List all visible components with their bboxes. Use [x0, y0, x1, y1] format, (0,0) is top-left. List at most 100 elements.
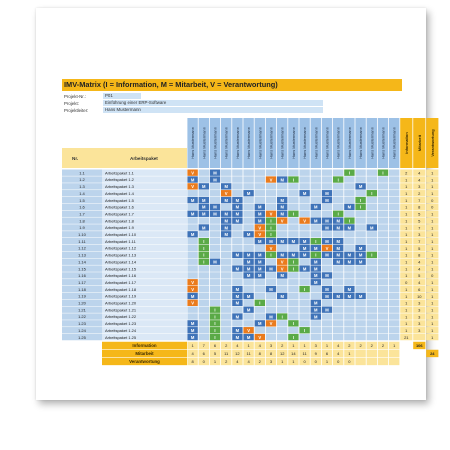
matrix-cell [299, 169, 310, 176]
matrix-cell [299, 306, 310, 313]
footer-value: 3 [315, 343, 318, 348]
matrix-cell-value: M [292, 239, 296, 244]
matrix-cell-value: M [236, 314, 240, 319]
matrix-cell [377, 313, 389, 320]
matrix-cell [288, 265, 299, 272]
matrix-cell [265, 320, 277, 327]
matrix-cell [232, 292, 243, 300]
matrix-cell [344, 285, 355, 293]
matrix-cell [321, 238, 333, 245]
matrix-cell-value: M [348, 294, 352, 299]
matrix-cell [221, 203, 232, 211]
summary-value: 1 [405, 253, 408, 258]
matrix-cell [265, 190, 277, 197]
total-mitarbeit: 24 [430, 351, 435, 356]
matrix-cell [243, 299, 254, 306]
matrix-cell [299, 244, 310, 252]
matrix-cell-value: I [203, 253, 204, 258]
summary-cell [426, 169, 439, 176]
row-package-name: Arbeitspaket 1.18 [105, 287, 137, 292]
summary-cell [413, 217, 426, 224]
matrix-cell [254, 251, 265, 259]
matrix-cell [299, 272, 310, 279]
matrix-cell [187, 258, 198, 265]
matrix-cell-value: M [191, 335, 195, 340]
matrix-cell-value: M [280, 212, 284, 217]
matrix-cell-value: M [191, 198, 195, 203]
row-package-name: Arbeitspaket 1.15 [105, 266, 137, 271]
row-package-name: Arbeitspaket 1.2 [105, 177, 135, 182]
summary-cell [400, 258, 413, 265]
summary-value: 7 [418, 239, 421, 244]
matrix-cell [254, 265, 265, 272]
matrix-cell-value: I [338, 212, 339, 217]
matrix-cell [187, 306, 198, 313]
summary-value: 1 [405, 266, 408, 271]
summary-value: 1 [405, 239, 408, 244]
matrix-cell-value: V [191, 301, 194, 306]
summary-value: 4 [418, 177, 421, 182]
matrix-cell [389, 299, 400, 306]
matrix-cell [310, 258, 321, 265]
matrix-cell [299, 320, 310, 327]
footer-value: 1 [292, 359, 295, 364]
matrix-cell [198, 183, 209, 190]
footer-cell [265, 341, 277, 350]
matrix-cell [344, 299, 355, 306]
summary-value: 5 [418, 218, 421, 223]
row-nr-bg [62, 244, 102, 252]
matrix-cell [389, 292, 400, 300]
summary-cell [426, 313, 439, 320]
row-nr-bg [62, 258, 102, 265]
footer-value: 0 [303, 359, 306, 364]
matrix-cell [221, 258, 232, 265]
person-name-header: Hans Mustermann [336, 127, 341, 159]
footer-cell [254, 357, 265, 366]
summary-value: 5 [418, 246, 421, 251]
footer-cell [209, 341, 221, 350]
summary-value: 8 [418, 205, 421, 210]
matrix-cell-value: M [325, 287, 329, 292]
matrix-cell [187, 183, 198, 190]
person-header-bg [254, 118, 265, 168]
matrix-cell [355, 272, 366, 279]
summary-value: 1 [431, 218, 434, 223]
row-nr: 1.4 [79, 191, 85, 196]
footer-cell [366, 349, 377, 358]
row-nr-bg [62, 285, 102, 293]
matrix-cell [209, 190, 221, 197]
matrix-cell-value: M [303, 246, 307, 251]
matrix-cell-value: M [247, 253, 251, 258]
matrix-cell [243, 285, 254, 293]
person-name-header: Hans Mustermann [235, 127, 240, 159]
matrix-cell-value: M [236, 287, 240, 292]
summary-value: 3 [418, 307, 421, 312]
matrix-cell [310, 333, 321, 341]
matrix-cell [209, 292, 221, 300]
row-package-name: Arbeitspaket 1.20 [105, 301, 137, 306]
matrix-cell [277, 279, 288, 286]
matrix-cell [288, 231, 299, 238]
matrix-cell-value: I [214, 328, 215, 333]
matrix-cell-value: M [314, 307, 318, 312]
matrix-cell [265, 231, 277, 238]
matrix-cell [265, 251, 277, 259]
matrix-cell [198, 265, 209, 272]
total-info-bg [413, 341, 426, 350]
matrix-cell [232, 265, 243, 272]
matrix-cell [221, 217, 232, 224]
matrix-cell [344, 320, 355, 327]
summary-cell [413, 251, 426, 259]
matrix-cell [232, 313, 243, 320]
footer-cell [355, 341, 366, 350]
matrix-cell-value: M [258, 260, 262, 265]
matrix-cell-value: V [270, 177, 273, 182]
matrix-cell-value: M [359, 184, 363, 189]
matrix-cell [265, 333, 277, 341]
footer-label-bg [102, 341, 187, 350]
matrix-cell-value: M [280, 205, 284, 210]
matrix-cell-value: M [280, 253, 284, 258]
matrix-cell [366, 327, 377, 334]
matrix-cell [232, 183, 243, 190]
matrix-cell-value: I [270, 253, 271, 258]
